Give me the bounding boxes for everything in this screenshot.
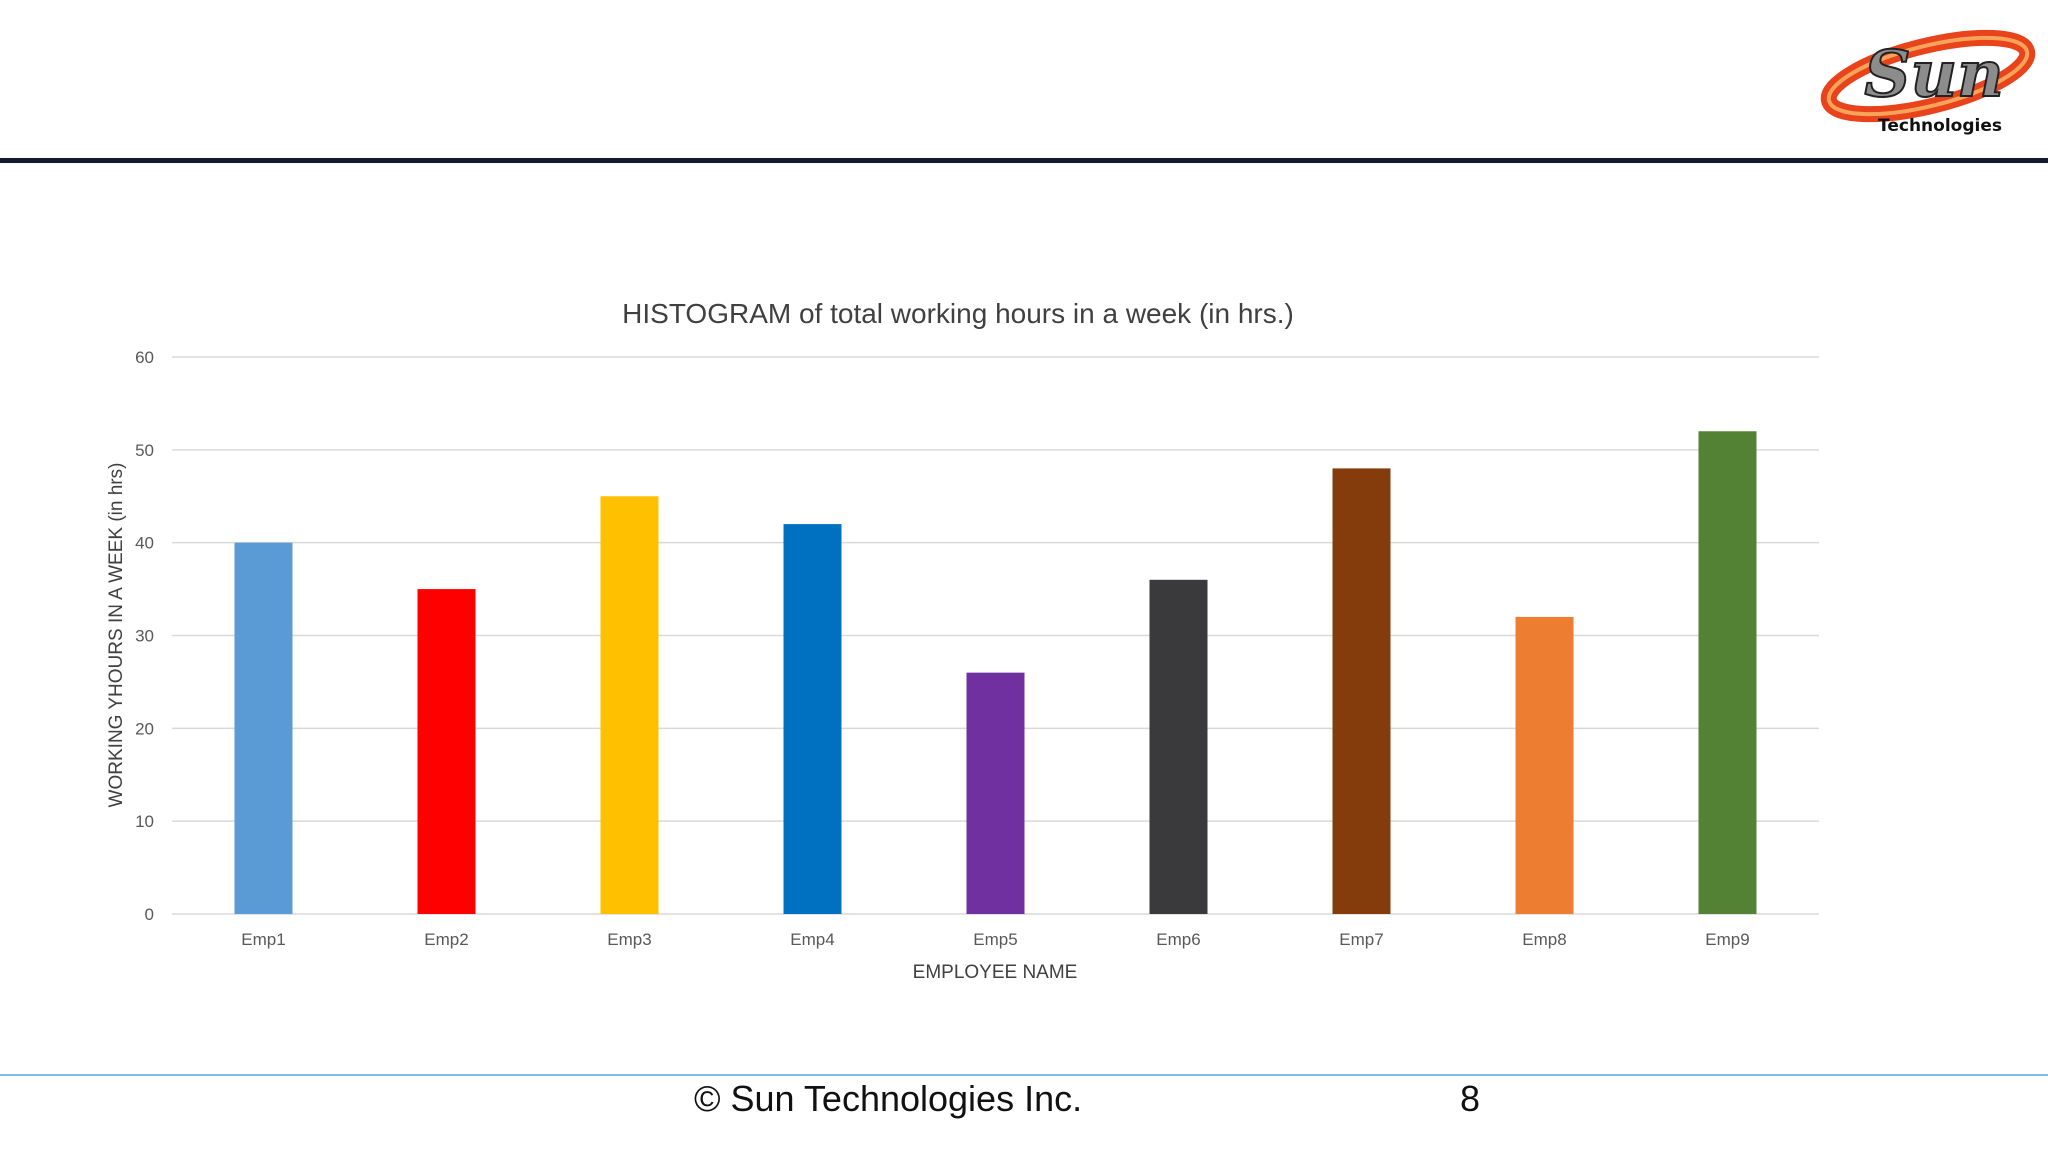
bar-emp5 — [966, 672, 1025, 914]
chart-title: HISTOGRAM of total working hours in a we… — [622, 298, 1294, 329]
y-axis-label: WORKING YHOURS IN A WEEK (in hrs) — [106, 463, 127, 808]
x-tick-label: Emp9 — [1705, 930, 1749, 949]
y-tick-label: 50 — [135, 441, 154, 460]
y-tick-label: 20 — [135, 719, 154, 738]
x-tick-label: Emp5 — [973, 930, 1017, 949]
bar-emp4 — [783, 524, 842, 914]
bar-emp6 — [1149, 579, 1208, 914]
footer-rule — [0, 1074, 2048, 1076]
bar-emp7 — [1332, 468, 1391, 914]
x-tick-label: Emp2 — [424, 930, 468, 949]
x-tick-label: Emp3 — [607, 930, 651, 949]
footer-copyright: © Sun Technologies Inc. — [694, 1078, 1083, 1119]
bar-emp1 — [234, 542, 293, 914]
x-tick-label: Emp7 — [1339, 930, 1383, 949]
x-tick-label: Emp1 — [241, 930, 285, 949]
x-tick-label: Emp8 — [1522, 930, 1566, 949]
bar-emp2 — [417, 589, 476, 914]
x-axis-label: EMPLOYEE NAME — [913, 962, 1078, 983]
y-tick-label: 30 — [135, 627, 154, 646]
x-tick-labels: Emp1 Emp2 Emp3 Emp4 Emp5 Emp6 Emp7 Emp8 Emp9 — [241, 930, 1749, 949]
bars — [234, 431, 1757, 914]
x-tick-label: Emp4 — [790, 930, 834, 949]
y-tick-label: 60 — [135, 348, 154, 367]
y-tick-labels: 0 10 20 30 40 50 60 — [135, 348, 154, 924]
bar-emp8 — [1515, 616, 1574, 914]
bar-emp3 — [600, 496, 659, 914]
y-tick-label: 40 — [135, 534, 154, 553]
x-tick-label: Emp6 — [1156, 930, 1200, 949]
logo-text: Technologies — [1878, 116, 2002, 136]
sun-technologies-logo: Sun — [1820, 29, 2036, 123]
y-tick-label: 0 — [145, 905, 154, 924]
header-rule — [0, 158, 2048, 163]
y-tick-label: 10 — [135, 812, 154, 831]
bar-emp9 — [1698, 431, 1757, 914]
page-number: 8 — [1460, 1078, 1481, 1119]
svg-text:Sun: Sun — [1864, 37, 2003, 112]
